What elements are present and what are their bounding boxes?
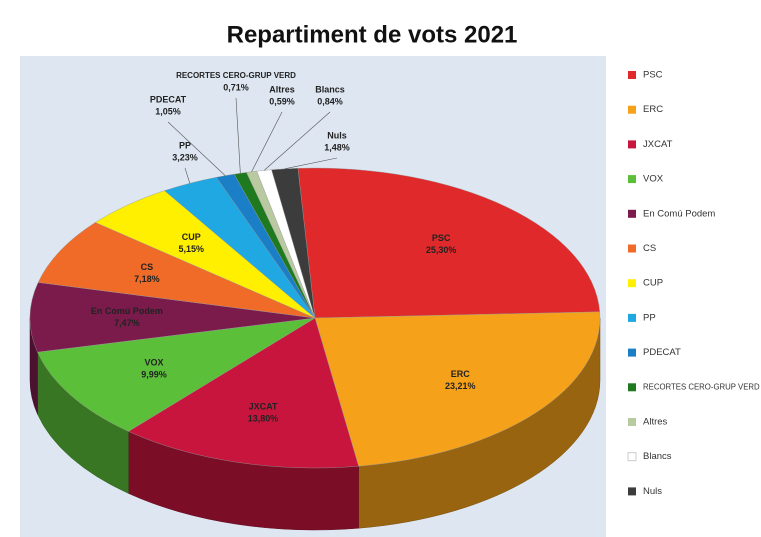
data-label-name: Nuls bbox=[327, 130, 347, 140]
legend-label: ERC bbox=[643, 104, 663, 115]
legend-label: PSC bbox=[643, 70, 663, 81]
pie-slice bbox=[271, 168, 316, 319]
data-label-value: 3,23% bbox=[172, 152, 198, 162]
data-label-value: 1,05% bbox=[155, 106, 181, 116]
data-label-name: VOX bbox=[144, 358, 163, 368]
leader-line bbox=[167, 121, 226, 176]
leader-line bbox=[235, 97, 241, 174]
legend-swatch bbox=[628, 140, 636, 149]
pie-slice bbox=[314, 311, 601, 467]
data-label-value: 0,59% bbox=[269, 96, 295, 106]
legend-label: JXCAT bbox=[643, 139, 673, 150]
data-label-value: 0,84% bbox=[317, 96, 343, 106]
legend-swatch bbox=[628, 175, 636, 184]
legend-swatch bbox=[628, 313, 636, 322]
legend-swatch bbox=[628, 209, 636, 218]
legend-label: Altres bbox=[643, 417, 668, 428]
legend-swatch bbox=[628, 244, 636, 253]
legend-label: En Comú Podem bbox=[643, 208, 715, 219]
legend-swatch bbox=[628, 348, 636, 357]
legend-label: PP bbox=[643, 312, 656, 323]
data-label-value: 13,80% bbox=[248, 414, 279, 424]
legend-swatch bbox=[627, 452, 637, 462]
pie-slice bbox=[37, 222, 316, 319]
leader-line bbox=[284, 157, 338, 170]
data-label-value: 23,21% bbox=[445, 381, 476, 391]
leader-line bbox=[184, 167, 191, 184]
legend-label: CS bbox=[643, 243, 656, 254]
legend-swatch bbox=[628, 383, 636, 392]
legend-swatch bbox=[628, 279, 636, 288]
data-label-name: PP bbox=[179, 140, 191, 150]
legend-swatch bbox=[628, 487, 636, 496]
data-label-value: 25,30% bbox=[426, 245, 457, 255]
data-label-value: 7,18% bbox=[134, 274, 160, 284]
pie-slice bbox=[29, 282, 316, 353]
data-label-name: CUP bbox=[182, 232, 201, 242]
legend-swatch bbox=[628, 105, 636, 114]
legend-label: Blancs bbox=[643, 451, 672, 462]
data-label-name: PDECAT bbox=[150, 94, 187, 104]
legend-label: RECORTES CERO-GRUP VERD bbox=[643, 382, 760, 391]
data-label-name: RECORTES CERO-GRUP VERD bbox=[176, 71, 296, 80]
data-label-value: 7,47% bbox=[114, 318, 140, 328]
data-label-value: 1,48% bbox=[324, 142, 350, 152]
leader-line bbox=[263, 111, 331, 171]
data-label-name: Altres bbox=[269, 84, 295, 94]
legend-label: PDECAT bbox=[643, 347, 681, 358]
data-label-name: En Comú Podem bbox=[91, 306, 163, 316]
data-label-value: 0,71% bbox=[223, 82, 249, 92]
data-label-name: JXCAT bbox=[249, 402, 278, 412]
leader-line bbox=[251, 111, 283, 172]
legend-swatch bbox=[628, 418, 636, 426]
legend-label: VOX bbox=[643, 174, 664, 185]
data-label-name: CS bbox=[141, 262, 154, 272]
data-label-name: PSC bbox=[432, 233, 451, 243]
data-label-value: 5,15% bbox=[178, 244, 204, 254]
data-label-name: Blancs bbox=[315, 84, 345, 94]
legend-label: CUP bbox=[643, 278, 663, 289]
pie-slice bbox=[297, 167, 600, 319]
pie-slice bbox=[128, 317, 359, 469]
pie-slice bbox=[37, 317, 316, 432]
data-label-name: ERC bbox=[451, 369, 471, 379]
legend-label: Nuls bbox=[643, 486, 662, 497]
data-label-value: 9,99% bbox=[141, 370, 167, 380]
chart-title: Repartiment de vots 2021 bbox=[227, 21, 518, 48]
legend-swatch bbox=[628, 71, 636, 79]
